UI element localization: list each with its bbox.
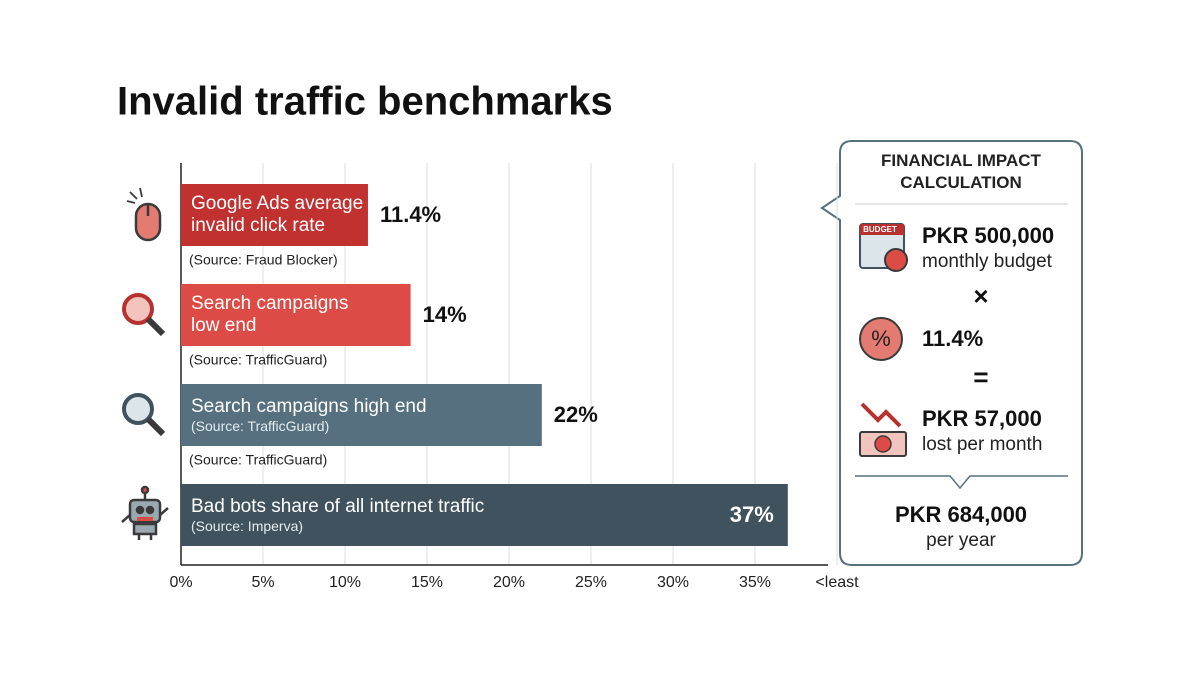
- icons: [121, 187, 169, 540]
- search-icon: [122, 393, 166, 437]
- x-tick-label: 0%: [169, 574, 192, 591]
- bar-label-box: Search campaigns high end(Source: Traffi…: [191, 384, 791, 446]
- bar: [181, 284, 411, 346]
- bar-label-box: Google Ads average invalid click rate: [191, 184, 791, 246]
- x-tick-label: 20%: [493, 574, 525, 591]
- page-title: Invalid traffic benchmarks: [117, 80, 613, 124]
- robot-icon: [121, 485, 169, 540]
- annual-label: per year: [926, 530, 996, 551]
- bar-label: Bad bots share of all internet traffic: [191, 495, 485, 517]
- percent-icon: %: [871, 326, 891, 351]
- panel-title-line: CALCULATION: [900, 173, 1022, 192]
- value-label: 37%: [730, 502, 774, 527]
- panel: FINANCIAL IMPACT CALCULATION BUDGET PKR 5…: [820, 140, 1083, 566]
- chart: 0% 5% 10% 15% 20% 25% 30% 35% <least Google Ads a…: [169, 163, 859, 591]
- bar-source: (Source: Imperva): [191, 517, 304, 534]
- bar: [181, 184, 368, 246]
- bar-label-wrap: Search campaigns high end (Source: Traffi…: [191, 384, 791, 446]
- rate: 11.4%: [922, 326, 983, 351]
- mouse-icon: [126, 187, 162, 242]
- x-tick-label: 10%: [329, 574, 361, 591]
- bar-label-wrap: Search campaigns low end: [191, 284, 791, 346]
- x-tick-label: 5%: [251, 574, 274, 591]
- panel-title-line: FINANCIAL IMPACT: [881, 151, 1042, 170]
- source-note: (Source: TrafficGuard): [189, 452, 327, 468]
- value-label: 11.4%: [380, 202, 441, 227]
- x-tick-label: 35%: [739, 574, 771, 591]
- budget-value: PKR 500,000: [922, 223, 1054, 248]
- panel-title: FINANCIAL IMPACT CALCULATION: [881, 151, 1042, 192]
- x-tick-label: 25%: [575, 574, 607, 591]
- x-tick-label: <least: [815, 574, 859, 591]
- bar-label: Google Ads average invalid click rate: [191, 193, 364, 236]
- loss-label: lost per month: [922, 434, 1042, 455]
- loss-value: PKR 57,000: [922, 406, 1042, 431]
- bar: [181, 484, 788, 546]
- bar-label: Search campaigns low end: [191, 293, 349, 336]
- budget-label: monthly budget: [922, 251, 1053, 272]
- equals: =: [973, 362, 988, 392]
- bar-label-wrap: Google Ads average invalid click rate: [191, 184, 791, 246]
- x-tick-label: 15%: [411, 574, 443, 591]
- bar-label-box: Bad bots share of all internet traffic(S…: [191, 484, 791, 546]
- budget-icon-text: BUDGET: [863, 225, 897, 234]
- value-label: 22%: [554, 402, 598, 427]
- annual-value: PKR 684,000: [895, 502, 1027, 527]
- source-note: (Source: Fraud Blocker): [189, 252, 338, 268]
- bar-source: (Source: TrafficGuard): [191, 417, 330, 434]
- source-note: (Source: TrafficGuard): [189, 352, 327, 368]
- bar-label-wrap: Bad bots share of all internet traffic (S…: [191, 484, 791, 546]
- bar-label: Search campaigns high end: [191, 395, 427, 417]
- search-icon: [122, 293, 166, 337]
- x-tick-label: 30%: [657, 574, 689, 591]
- bar-label-box: Search campaigns low end: [191, 284, 791, 346]
- value-label: 14%: [423, 302, 467, 327]
- bar: [181, 384, 542, 446]
- operator: ×: [973, 281, 988, 311]
